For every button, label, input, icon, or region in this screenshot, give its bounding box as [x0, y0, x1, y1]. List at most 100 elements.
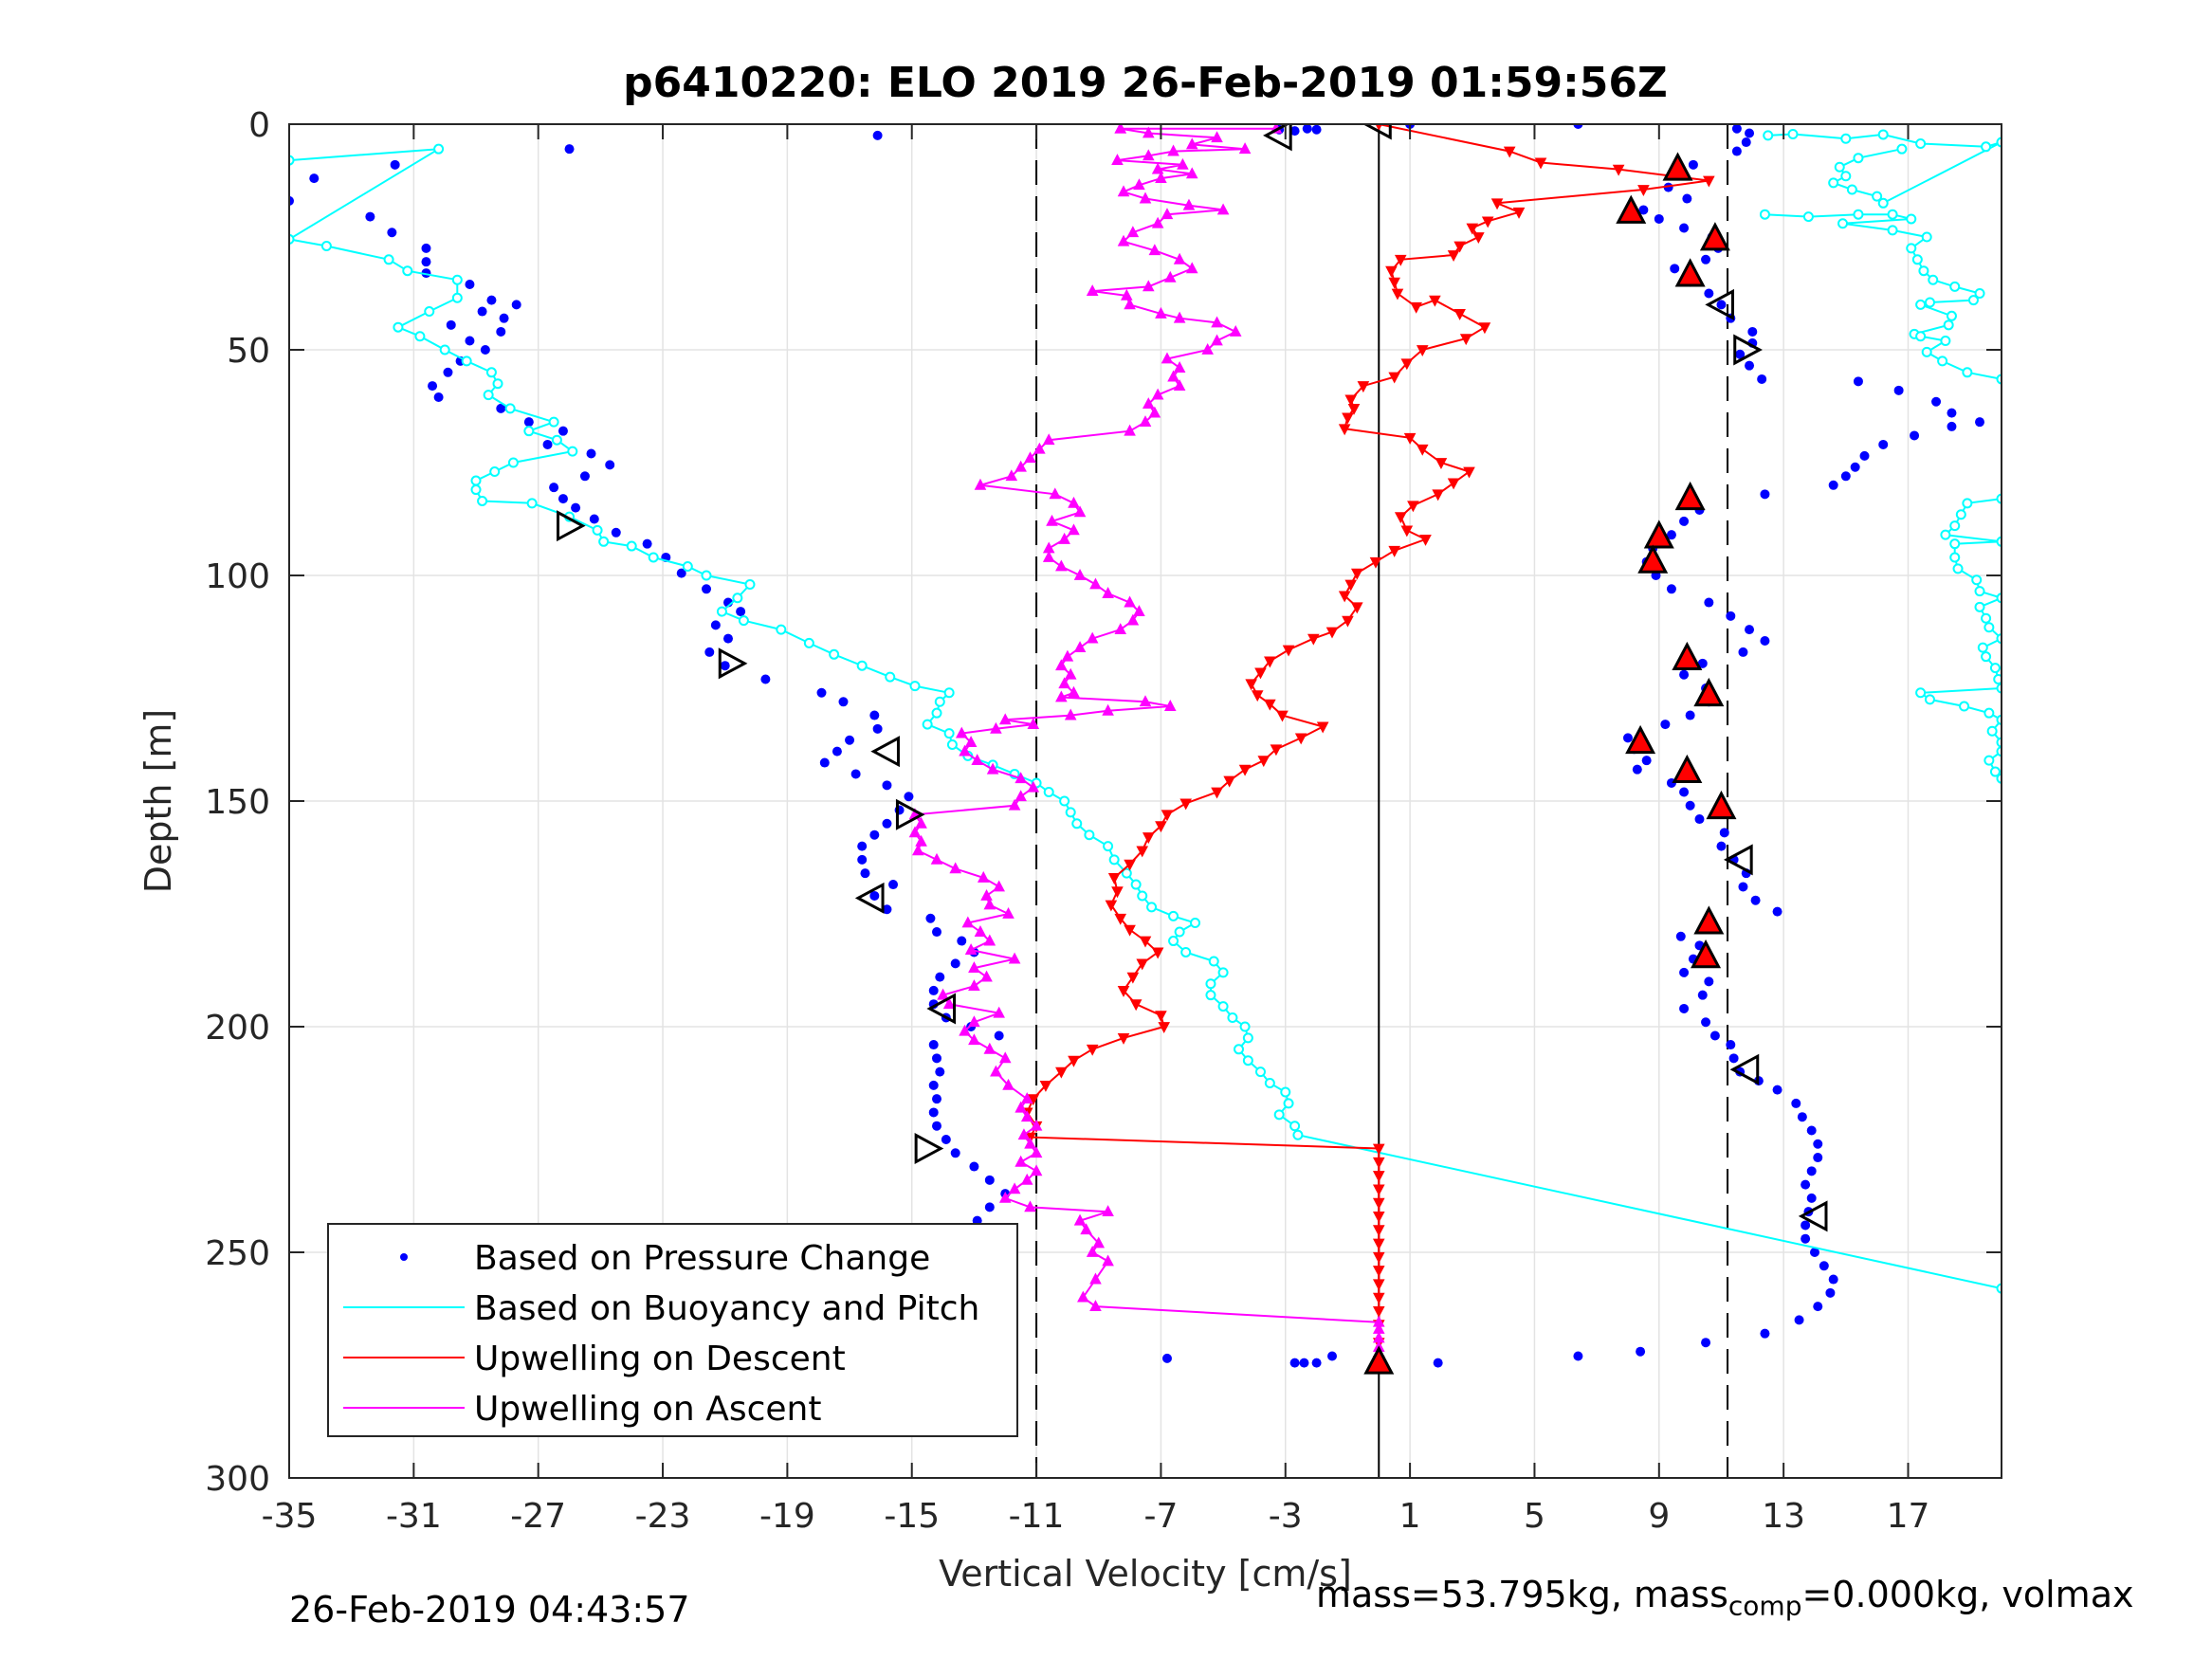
data-point [732, 592, 743, 604]
data-point [1931, 396, 1942, 407]
data-point [941, 1135, 951, 1144]
data-point [1161, 810, 1174, 822]
data-point [1704, 976, 1714, 987]
data-point [1058, 532, 1070, 544]
data-point [1158, 1022, 1171, 1033]
data-point [1068, 496, 1080, 508]
data-point [942, 997, 956, 1010]
data-point [968, 1033, 980, 1046]
legend-label: Upwelling on Ascent [474, 1390, 821, 1429]
data-point [1760, 489, 1770, 500]
data-point [1735, 349, 1746, 359]
data-point [1372, 1225, 1385, 1237]
data-point [1996, 683, 2002, 694]
data-point [1828, 480, 1838, 490]
data-point [1685, 710, 1695, 720]
event-marker-right [914, 1133, 944, 1165]
data-point [1211, 334, 1223, 346]
data-point [1077, 1290, 1089, 1303]
data-point [931, 707, 942, 719]
data-point [803, 637, 814, 648]
data-point [1512, 207, 1526, 219]
data-point [1211, 316, 1223, 328]
data-point [433, 143, 445, 155]
data-point [1061, 649, 1074, 662]
data-point [1750, 895, 1761, 905]
data-point [983, 898, 996, 910]
data-point [485, 367, 497, 378]
data-point [1853, 376, 1863, 387]
data-point [1217, 1001, 1229, 1012]
data-point [1292, 1129, 1304, 1140]
data-point [1173, 379, 1186, 391]
data-point [1432, 489, 1444, 501]
data-point [1185, 167, 1198, 179]
data-point [1117, 1033, 1130, 1045]
data-point [1155, 821, 1167, 833]
data-point [1146, 902, 1158, 913]
data-point [1388, 545, 1400, 557]
data-point [1977, 642, 1988, 653]
data-point [1151, 162, 1164, 174]
data-point [980, 970, 993, 982]
data-point [1872, 191, 1883, 202]
data-point [1943, 319, 1954, 331]
data-point [523, 426, 535, 437]
data-point [682, 560, 693, 572]
data-point [1239, 1021, 1251, 1032]
data-point [504, 403, 516, 414]
data-point [1211, 787, 1223, 799]
data-point [1447, 478, 1460, 490]
x-tick-label: -3 [1269, 1497, 1303, 1536]
mass-info-sub: comp [1728, 1590, 1802, 1622]
data-point [1654, 213, 1664, 224]
data-point [320, 241, 332, 252]
data-point [1073, 505, 1087, 518]
data-point [1342, 412, 1354, 425]
data-point [949, 862, 961, 874]
data-point [1068, 523, 1080, 536]
data-point [1089, 1272, 1102, 1285]
data-point [943, 728, 955, 739]
data-point [1701, 1338, 1711, 1348]
data-point [704, 647, 715, 657]
data-point [1840, 471, 1851, 482]
data-point [465, 279, 475, 289]
data-point [1168, 936, 1179, 947]
event-marker-left [1263, 124, 1292, 152]
data-point [1745, 128, 1755, 138]
data-point [1185, 262, 1198, 274]
data-point [1772, 906, 1782, 917]
data-point [1137, 890, 1148, 902]
event-marker-right [557, 510, 586, 542]
y-ticks: 0 50 100 150 200 250 300 [205, 106, 2002, 1499]
data-point [1049, 487, 1062, 500]
data-point [1245, 679, 1257, 691]
data-point [1294, 733, 1307, 745]
data-point [984, 1202, 995, 1212]
data-point [1906, 213, 1917, 225]
markers-layer [557, 124, 1828, 1375]
data-point [1055, 659, 1068, 671]
legend-label: Upwelling on Descent [474, 1340, 846, 1378]
data-point [1289, 126, 1300, 137]
data-point [1622, 733, 1633, 743]
data-point [915, 834, 927, 847]
data-point [1974, 288, 1985, 299]
data-point [760, 674, 771, 684]
data-point [904, 792, 914, 802]
data-point [549, 483, 559, 493]
data-point [1801, 1220, 1811, 1231]
data-point [1806, 1125, 1817, 1136]
data-point [1825, 1287, 1836, 1298]
data-point [911, 844, 924, 856]
data-point [1394, 512, 1407, 524]
event-marker-left [1724, 844, 1753, 876]
data-point [1017, 1128, 1031, 1140]
data-point [365, 211, 375, 222]
data-point [937, 988, 949, 1000]
data-point [414, 331, 426, 342]
data-point [1701, 254, 1711, 264]
data-point [648, 552, 659, 563]
data-point [1813, 1139, 1823, 1149]
